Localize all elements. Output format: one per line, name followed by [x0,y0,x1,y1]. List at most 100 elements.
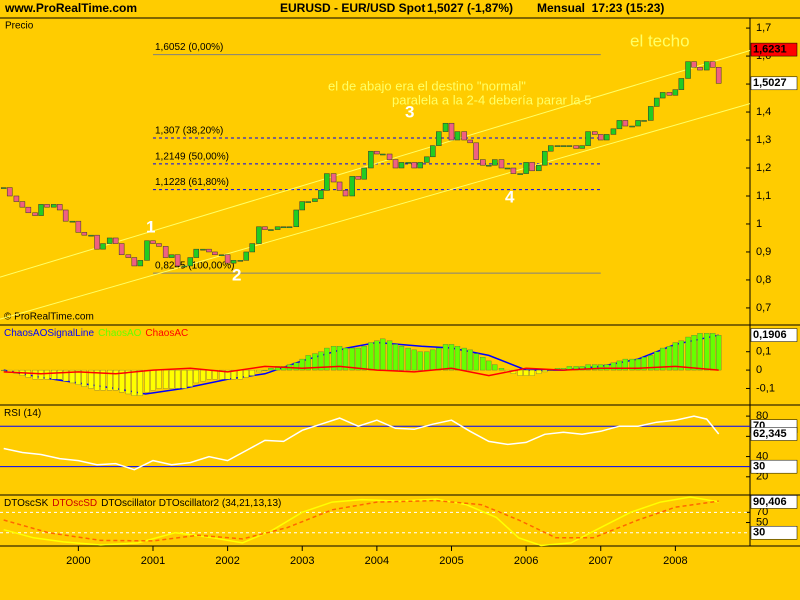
candle [299,201,305,211]
bar [672,342,679,371]
bar [411,349,417,371]
bar [94,369,100,391]
bar [622,358,629,371]
legend-title: DTOscillator DTOscillator2 (34,21,13,13) [101,498,281,509]
x-tick-label: 2005 [439,555,463,567]
y-tick-label: 0,8 [756,274,771,286]
candle [137,260,144,267]
candle [666,92,673,96]
candle [56,204,63,211]
y-tick-label: 0,9 [756,246,771,258]
bar [517,369,523,376]
bar [368,342,374,371]
candle [75,220,82,233]
level-label: 1,2149 (50,00%) [155,151,229,162]
candle [32,212,38,216]
candle [417,162,423,169]
candle [13,195,20,202]
candle [480,159,486,166]
bar [461,347,467,371]
bar [467,349,473,371]
annotation: el techo [630,31,690,50]
bar [678,340,684,371]
value-tag-label: 30 [753,527,765,539]
candle [709,61,716,68]
candle [635,120,641,127]
candle [249,243,255,253]
bar [424,351,430,371]
bar [486,360,492,371]
bar [280,366,287,371]
bar [293,362,299,371]
bar [536,369,542,374]
candle [19,201,26,208]
candle [106,237,113,244]
quote: 1,5027 (-1,87%) [427,1,513,15]
legend-entry: ChaosAC [145,328,188,339]
bar [144,369,150,393]
value-tag-label: 0,1906 [753,329,787,341]
candle [187,257,194,267]
bar [181,369,187,389]
candle [44,204,50,208]
candle [94,234,100,250]
candle [100,243,106,250]
candle [50,204,57,208]
y-tick-label: 1,1 [756,190,771,202]
candle [554,145,561,147]
bar [100,369,106,391]
level-label: 1,6052 (0,00%) [155,42,223,53]
series-line [3,415,720,471]
x-tick-label: 2002 [215,555,239,567]
bar [529,369,535,376]
x-tick-label: 2008 [663,555,687,567]
bar [660,347,666,371]
y-tick-label: 1,4 [756,106,771,118]
y-tick-label: 40 [756,450,768,462]
x-tick-label: 2001 [141,555,165,567]
value-tag [750,427,798,441]
y-tick-label: 1,2 [756,162,771,174]
value-tag-label: 1,5027 [753,77,787,89]
bar [648,355,654,371]
candle [125,254,132,258]
bar [312,353,318,371]
bar [268,368,274,371]
bar [200,369,206,382]
bar [697,333,703,371]
bar [616,360,623,371]
y-tick-label: -0,1 [756,382,775,394]
candle [405,162,411,164]
bar [262,369,268,371]
candle [442,122,449,132]
y-tick-label: 1 [756,218,762,230]
wave-label: 1 [146,217,155,236]
bar [193,369,199,384]
bar [38,369,44,380]
series-line [3,496,719,547]
candle [38,204,44,216]
bar [473,353,479,371]
level-label: 1,307 (38,20%) [155,126,223,137]
axis-label: Precio [5,21,34,32]
bar [523,369,529,376]
bar [75,369,82,385]
candle [647,106,654,121]
legend-entry: ChaosAOSignalLine [4,328,94,339]
bar [417,351,423,371]
bar [150,369,156,391]
candle [112,237,119,244]
candle [504,167,511,170]
candle [243,251,250,261]
candle [150,240,156,244]
value-tag [750,42,798,57]
candle [685,61,691,79]
level-label: 0,8245 (100,00%) [155,261,235,272]
bar [592,364,598,371]
x-tick-label: 2006 [514,555,538,567]
candle [523,162,529,174]
candle [517,173,523,175]
candle [547,145,554,152]
copyright: © ProRealTime.com [4,312,94,323]
candle [579,145,585,149]
